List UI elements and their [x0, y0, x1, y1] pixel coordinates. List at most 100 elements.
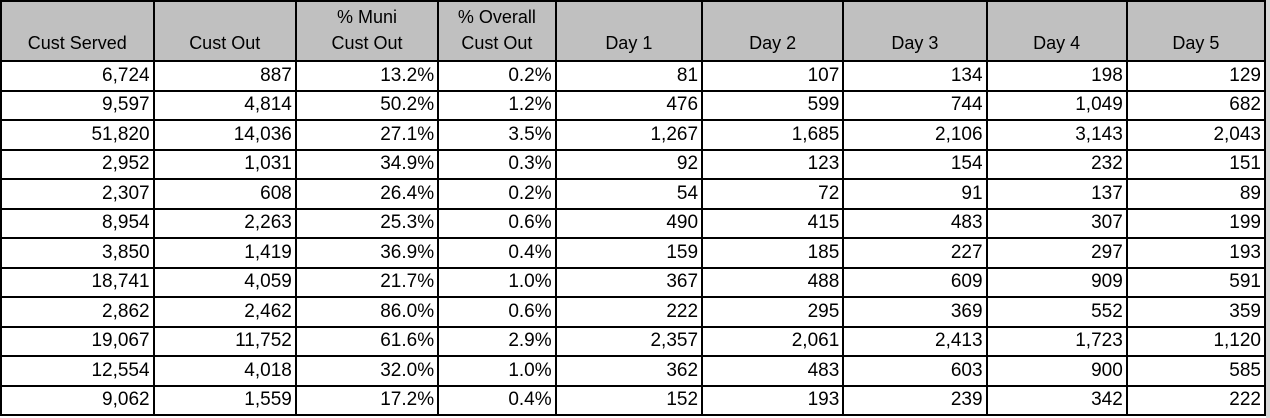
table-cell[interactable]: 585	[1125, 355, 1267, 387]
table-cell[interactable]: 2,462	[152, 296, 297, 328]
table-cell[interactable]: 1.2%	[437, 89, 557, 121]
table-cell[interactable]: 909	[985, 266, 1128, 298]
table-cell[interactable]: 1,049	[985, 89, 1128, 121]
table-cell[interactable]: 483	[701, 355, 845, 387]
table-cell[interactable]: 8,954	[0, 207, 155, 239]
table-cell[interactable]: 51,820	[0, 119, 155, 151]
table-cell[interactable]: 123	[701, 148, 845, 180]
table-cell[interactable]: 152	[554, 384, 704, 416]
table-cell[interactable]: 609	[842, 266, 988, 298]
table-cell[interactable]: 2,263	[152, 207, 297, 239]
table-cell[interactable]: 2.9%	[437, 325, 557, 357]
table-cell[interactable]: 4,018	[152, 355, 297, 387]
table-cell[interactable]: 0.4%	[437, 237, 557, 269]
table-cell[interactable]: 18,741	[0, 266, 155, 298]
table-cell[interactable]: 2,307	[0, 178, 155, 210]
column-header[interactable]: Cust Out	[152, 0, 297, 62]
table-cell[interactable]: 26.4%	[294, 178, 440, 210]
table-cell[interactable]: 1.0%	[437, 266, 557, 298]
table-cell[interactable]: 3,143	[985, 119, 1128, 151]
table-cell[interactable]: 193	[1125, 237, 1267, 269]
table-cell[interactable]: 81	[554, 60, 704, 92]
table-cell[interactable]: 25.3%	[294, 207, 440, 239]
table-cell[interactable]: 239	[842, 384, 988, 416]
table-cell[interactable]: 415	[701, 207, 845, 239]
table-cell[interactable]: 297	[985, 237, 1128, 269]
table-cell[interactable]: 359	[1125, 296, 1267, 328]
table-cell[interactable]: 27.1%	[294, 119, 440, 151]
table-cell[interactable]: 9,597	[0, 89, 155, 121]
table-cell[interactable]: 744	[842, 89, 988, 121]
table-cell[interactable]: 1.0%	[437, 355, 557, 387]
table-cell[interactable]: 134	[842, 60, 988, 92]
column-header[interactable]: Day 3	[842, 0, 988, 62]
table-cell[interactable]: 1,559	[152, 384, 297, 416]
table-cell[interactable]: 137	[985, 178, 1128, 210]
column-header[interactable]: Day 1	[554, 0, 704, 62]
table-cell[interactable]: 369	[842, 296, 988, 328]
table-cell[interactable]: 89	[1125, 178, 1267, 210]
table-cell[interactable]: 552	[985, 296, 1128, 328]
table-cell[interactable]: 4,814	[152, 89, 297, 121]
table-cell[interactable]: 362	[554, 355, 704, 387]
table-cell[interactable]: 14,036	[152, 119, 297, 151]
table-cell[interactable]: 185	[701, 237, 845, 269]
table-cell[interactable]: 608	[152, 178, 297, 210]
table-cell[interactable]: 0.2%	[437, 60, 557, 92]
table-cell[interactable]: 1,723	[985, 325, 1128, 357]
table-cell[interactable]: 11,752	[152, 325, 297, 357]
table-cell[interactable]: 591	[1125, 266, 1267, 298]
table-cell[interactable]: 0.6%	[437, 207, 557, 239]
table-cell[interactable]: 54	[554, 178, 704, 210]
table-cell[interactable]: 9,062	[0, 384, 155, 416]
table-cell[interactable]: 1,031	[152, 148, 297, 180]
table-cell[interactable]: 682	[1125, 89, 1267, 121]
column-header[interactable]: % Muni Cust Out	[294, 0, 440, 62]
table-cell[interactable]: 0.6%	[437, 296, 557, 328]
table-cell[interactable]: 86.0%	[294, 296, 440, 328]
table-cell[interactable]: 91	[842, 178, 988, 210]
table-cell[interactable]: 72	[701, 178, 845, 210]
table-cell[interactable]: 32.0%	[294, 355, 440, 387]
table-cell[interactable]: 13.2%	[294, 60, 440, 92]
table-cell[interactable]: 61.6%	[294, 325, 440, 357]
table-cell[interactable]: 2,357	[554, 325, 704, 357]
table-cell[interactable]: 295	[701, 296, 845, 328]
table-cell[interactable]: 307	[985, 207, 1128, 239]
table-cell[interactable]: 6,724	[0, 60, 155, 92]
table-cell[interactable]: 488	[701, 266, 845, 298]
table-cell[interactable]: 154	[842, 148, 988, 180]
table-cell[interactable]: 199	[1125, 207, 1267, 239]
table-cell[interactable]: 887	[152, 60, 297, 92]
table-cell[interactable]: 2,862	[0, 296, 155, 328]
table-cell[interactable]: 0.4%	[437, 384, 557, 416]
table-cell[interactable]: 50.2%	[294, 89, 440, 121]
column-header[interactable]: Day 2	[701, 0, 845, 62]
column-header[interactable]: Day 5	[1125, 0, 1267, 62]
table-cell[interactable]: 4,059	[152, 266, 297, 298]
table-cell[interactable]: 1,267	[554, 119, 704, 151]
table-cell[interactable]: 17.2%	[294, 384, 440, 416]
table-cell[interactable]: 227	[842, 237, 988, 269]
table-cell[interactable]: 92	[554, 148, 704, 180]
table-cell[interactable]: 476	[554, 89, 704, 121]
table-cell[interactable]: 12,554	[0, 355, 155, 387]
column-header[interactable]: % Overall Cust Out	[437, 0, 557, 62]
table-cell[interactable]: 198	[985, 60, 1128, 92]
table-cell[interactable]: 367	[554, 266, 704, 298]
table-cell[interactable]: 232	[985, 148, 1128, 180]
table-cell[interactable]: 1,419	[152, 237, 297, 269]
table-cell[interactable]: 129	[1125, 60, 1267, 92]
table-cell[interactable]: 19,067	[0, 325, 155, 357]
table-cell[interactable]: 0.2%	[437, 178, 557, 210]
table-cell[interactable]: 34.9%	[294, 148, 440, 180]
table-cell[interactable]: 151	[1125, 148, 1267, 180]
column-header[interactable]: Cust Served	[0, 0, 155, 62]
table-cell[interactable]: 603	[842, 355, 988, 387]
table-cell[interactable]: 21.7%	[294, 266, 440, 298]
table-cell[interactable]: 2,061	[701, 325, 845, 357]
column-header[interactable]: Day 4	[985, 0, 1128, 62]
table-cell[interactable]: 2,952	[0, 148, 155, 180]
table-cell[interactable]: 2,043	[1125, 119, 1267, 151]
table-cell[interactable]: 490	[554, 207, 704, 239]
